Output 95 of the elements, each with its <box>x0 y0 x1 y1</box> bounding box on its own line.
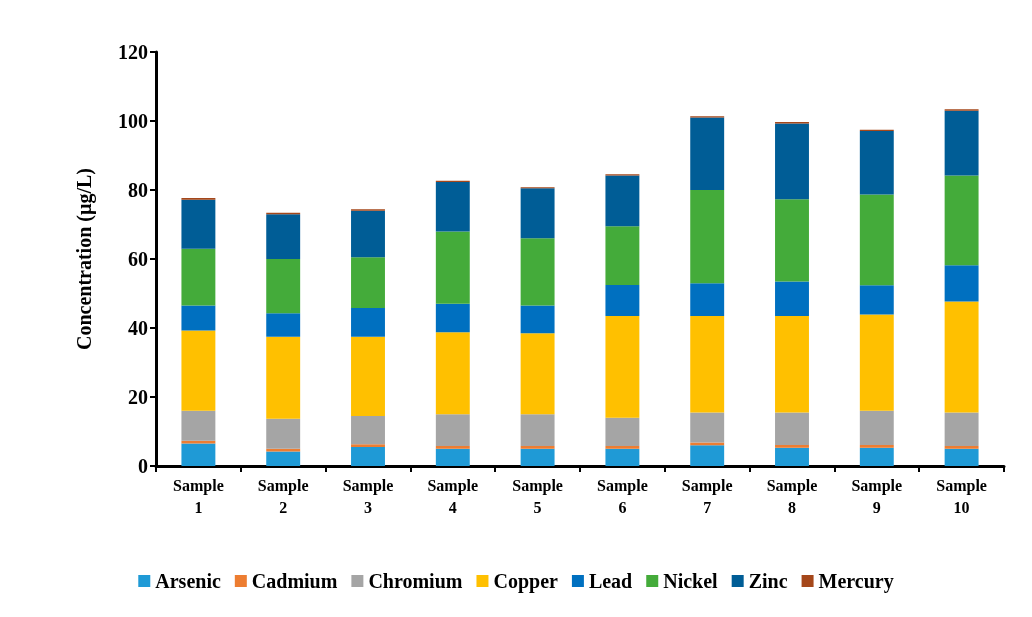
x-tick-label: Sample 8 <box>766 476 818 516</box>
bar <box>435 414 470 446</box>
bar <box>775 123 809 200</box>
bar <box>520 333 555 415</box>
bar <box>181 410 216 441</box>
bar <box>859 444 894 448</box>
bar <box>690 412 725 443</box>
bar <box>775 281 809 316</box>
legend-label: Arsenic <box>155 570 221 592</box>
bar <box>181 199 216 249</box>
bar <box>859 131 894 195</box>
y-tick-label: 80 <box>128 179 148 201</box>
bar <box>605 175 640 227</box>
x-tick-label: Sample 1 <box>173 476 224 516</box>
y-axis-title: Concentration (µg/L) <box>73 167 96 351</box>
bar <box>435 448 470 466</box>
y-tick-label: 20 <box>128 386 148 408</box>
bar <box>944 412 979 446</box>
bar <box>775 315 809 413</box>
bar <box>351 210 385 258</box>
y-tick-label: 100 <box>118 110 148 132</box>
bar <box>859 194 894 286</box>
legend-label: Cadmium <box>251 570 338 592</box>
bar <box>351 307 385 337</box>
bar <box>690 283 725 316</box>
bar <box>944 301 979 413</box>
bar <box>605 315 640 418</box>
bar <box>605 417 640 446</box>
bar <box>435 445 470 449</box>
bar <box>520 238 555 306</box>
x-tick-label: Sample 9 <box>851 476 903 516</box>
bar <box>775 444 809 448</box>
bar <box>435 303 470 333</box>
x-tick-label: Sample 7 <box>681 476 733 516</box>
bar <box>859 447 894 466</box>
bar <box>435 182 470 232</box>
bar <box>944 445 979 449</box>
bar <box>944 265 979 302</box>
bar <box>181 305 216 331</box>
legend-label: Mercury <box>818 570 894 593</box>
bar <box>520 445 555 449</box>
bar <box>435 231 470 304</box>
bar <box>181 248 216 306</box>
bar <box>266 448 301 452</box>
bar <box>266 313 301 337</box>
x-tick-label: Sample 10 <box>936 476 987 516</box>
bar <box>351 447 385 466</box>
bar <box>859 314 894 411</box>
legend-label: Lead <box>588 570 633 592</box>
bar <box>351 257 385 308</box>
legend-label: Copper <box>493 570 559 593</box>
bar <box>351 336 385 416</box>
bar <box>605 445 640 449</box>
y-tick-label: 60 <box>128 248 148 270</box>
x-tick-label: Sample 5 <box>512 476 563 516</box>
bar <box>181 330 216 411</box>
bar <box>266 451 301 466</box>
x-tick-label: Sample 4 <box>427 476 479 516</box>
legend-label: Chromium <box>368 570 463 592</box>
y-tick-label: 0 <box>138 455 148 477</box>
bar <box>690 445 725 466</box>
legend-label: Nickel <box>663 570 719 592</box>
bar <box>605 226 640 285</box>
bar <box>351 444 385 448</box>
y-tick-label: 120 <box>118 41 148 63</box>
x-tick-label: Sample 3 <box>342 476 394 516</box>
x-tick-label: Sample 2 <box>257 476 309 516</box>
bar <box>351 415 385 445</box>
bar <box>520 448 555 466</box>
bar <box>859 285 894 315</box>
bar <box>181 443 216 466</box>
bar <box>690 190 725 284</box>
bar <box>266 336 301 419</box>
bar <box>520 188 555 239</box>
bar <box>520 414 555 446</box>
bar <box>944 110 979 176</box>
bar <box>690 117 725 190</box>
bar <box>605 448 640 466</box>
bar <box>859 410 894 445</box>
bar <box>605 284 640 316</box>
y-tick-label: 40 <box>128 317 148 339</box>
bar <box>181 440 216 444</box>
bar <box>775 199 809 282</box>
bar <box>775 447 809 466</box>
x-tick-label: Sample 6 <box>597 476 648 516</box>
bar <box>775 412 809 445</box>
bar <box>266 214 301 259</box>
bar <box>266 418 301 449</box>
bar <box>944 448 979 466</box>
bar <box>520 305 555 334</box>
legend-label: Zinc <box>748 570 788 592</box>
bar <box>944 175 979 266</box>
bar <box>266 259 301 314</box>
bar <box>690 315 725 413</box>
bar <box>435 332 470 415</box>
